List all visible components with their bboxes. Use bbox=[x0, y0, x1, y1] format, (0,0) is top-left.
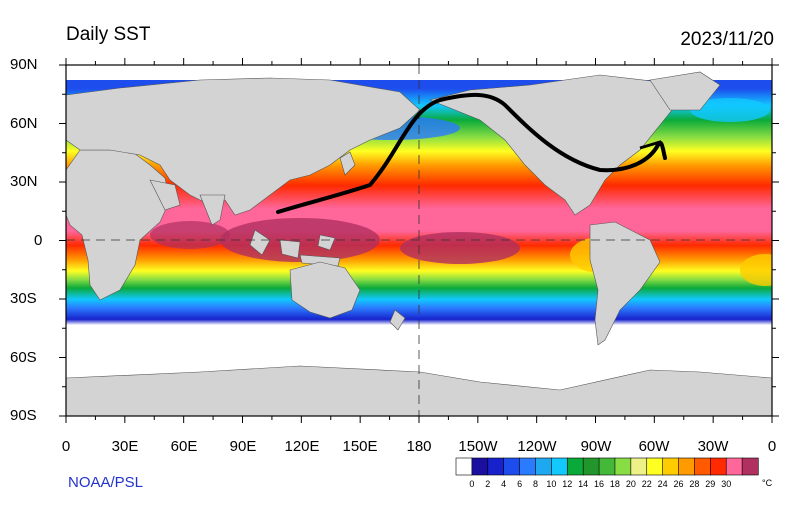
colorbar-tick-label: 26 bbox=[673, 479, 684, 489]
lon-label-60e: 60E bbox=[170, 438, 198, 455]
credit-label: NOAA/PSL bbox=[68, 474, 144, 491]
drawn-route-line bbox=[276, 92, 667, 214]
colorbar-tick-label: 30 bbox=[721, 479, 732, 489]
colorbar-tick-label: 24 bbox=[657, 479, 668, 489]
lon-label-90e: 90E bbox=[229, 438, 257, 455]
colorbar-swatch bbox=[487, 457, 505, 476]
colorbar-swatch bbox=[535, 457, 552, 476]
colorbar-tick-label: 22 bbox=[641, 479, 652, 489]
colorbar-tick-label: 28 bbox=[689, 479, 700, 489]
lon-label-30w: 30W bbox=[697, 438, 729, 455]
map-title: Daily SST bbox=[66, 24, 151, 45]
lon-label-120e: 120E bbox=[284, 438, 320, 455]
lon-label-120w: 120W bbox=[517, 438, 557, 455]
colorbar-swatch bbox=[598, 457, 616, 476]
lon-label-150w: 150W bbox=[458, 438, 498, 455]
colorbar-tick-label: 0 bbox=[469, 479, 475, 489]
lat-label-30n: 30N bbox=[10, 173, 38, 190]
colorbar-unit: °C bbox=[762, 478, 773, 488]
colorbar-swatch bbox=[614, 457, 632, 476]
lat-label-90s: 90S bbox=[10, 407, 37, 424]
lon-label-0-east: 0 bbox=[767, 438, 777, 455]
colorbar-tick-label: 4 bbox=[501, 479, 507, 489]
colorbar-swatch bbox=[519, 457, 537, 476]
lat-label-60n: 60N bbox=[10, 115, 38, 132]
colorbar-tick-label: 10 bbox=[546, 479, 557, 489]
colorbar-tick-label: 6 bbox=[517, 479, 523, 489]
lon-label-60w: 60W bbox=[638, 438, 670, 455]
colorbar-swatch bbox=[678, 457, 696, 476]
colorbar-tick-label: 20 bbox=[625, 479, 636, 489]
lon-label-30e: 30E bbox=[111, 438, 139, 455]
colorbar-swatch bbox=[741, 457, 759, 476]
colorbar-swatch bbox=[582, 457, 600, 476]
colorbar-tick-label: 8 bbox=[532, 479, 538, 489]
axis-ticks bbox=[59, 58, 779, 423]
lon-label-0: 0 bbox=[61, 438, 71, 455]
colorbar-swatch bbox=[694, 457, 711, 476]
route-arrowhead bbox=[639, 140, 666, 151]
colorbar-swatch bbox=[710, 457, 727, 476]
lon-label-180: 180 bbox=[406, 438, 432, 455]
colorbar-tick-label: 12 bbox=[562, 479, 573, 489]
map-date: 2023/11/20 bbox=[680, 29, 774, 50]
colorbar-swatch bbox=[725, 457, 743, 476]
colorbar bbox=[455, 457, 759, 476]
colorbar-tick-label: 29 bbox=[705, 479, 716, 489]
colorbar-swatch bbox=[566, 457, 584, 476]
lat-label-90n: 90N bbox=[10, 56, 38, 73]
colorbar-swatch bbox=[551, 457, 568, 476]
colorbar-tick-label: 18 bbox=[609, 479, 620, 489]
lat-label-0: 0 bbox=[34, 232, 43, 249]
colorbar-swatch bbox=[471, 457, 489, 476]
lon-label-150e: 150E bbox=[342, 438, 378, 455]
lat-label-60s: 60S bbox=[10, 349, 37, 366]
lat-label-30s: 30S bbox=[10, 290, 37, 307]
colorbar-swatch bbox=[503, 457, 521, 476]
colorbar-tick-label: 14 bbox=[578, 479, 589, 489]
colorbar-swatch bbox=[455, 457, 473, 476]
lon-label-90w: 90W bbox=[580, 438, 612, 455]
colorbar-tick-label: 2 bbox=[485, 479, 491, 489]
land-masses bbox=[66, 71, 772, 416]
colorbar-swatch bbox=[630, 457, 648, 476]
colorbar-tick-label: 16 bbox=[594, 479, 605, 489]
colorbar-swatch bbox=[662, 457, 680, 476]
colorbar-swatch bbox=[646, 457, 664, 476]
